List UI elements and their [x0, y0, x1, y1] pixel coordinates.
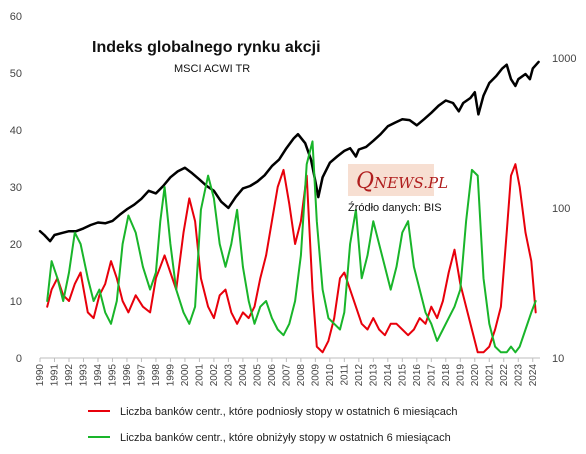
logo-background [348, 164, 434, 196]
legend-label-cuts: Liczba banków centr., które obniżyły sto… [120, 432, 451, 444]
x-tick-label-28: 2018 [441, 364, 452, 387]
x-tick-label-5: 1995 [107, 364, 118, 387]
left-tick-label-6: 60 [10, 11, 22, 23]
left-tick-label-2: 20 [10, 239, 22, 251]
left-tick-label-0: 0 [16, 353, 22, 365]
x-tick-label-16: 2006 [267, 364, 278, 387]
rate-hikes-line [46, 163, 537, 354]
chart-title: Indeks globalnego rynku akcji [92, 39, 321, 56]
left-tick-label-1: 10 [10, 296, 22, 308]
rate-cuts-line [46, 140, 537, 354]
x-tick-label-9: 1999 [165, 364, 176, 387]
x-tick-label-27: 2017 [426, 364, 437, 387]
left-axis-ticks: 0 10 20 30 40 50 60 [10, 11, 22, 365]
x-tick-label-14: 2004 [238, 364, 249, 387]
series-layer [38, 60, 540, 354]
right-tick-label-0: 10 [552, 353, 564, 365]
x-tick-label-12: 2002 [209, 364, 220, 387]
x-tick-label-30: 2020 [470, 364, 481, 387]
x-tick-label-10: 2000 [180, 364, 191, 387]
x-tick-label-1: 1991 [49, 364, 60, 387]
right-axis-ticks: 10 100 1000 [552, 53, 576, 365]
x-tick-label-26: 2016 [412, 364, 423, 387]
x-tick-label-3: 1993 [78, 364, 89, 387]
index-line [38, 60, 540, 243]
right-tick-label-1: 100 [552, 203, 570, 215]
source-note: Źródło danych: BIS [348, 201, 442, 214]
x-tick-label-0: 1990 [35, 364, 46, 387]
x-tick-label-25: 2015 [397, 364, 408, 387]
logo-rest: NEWS.PL [373, 174, 448, 192]
x-tick-label-13: 2003 [223, 364, 234, 387]
x-tick-label-29: 2019 [455, 364, 466, 387]
x-tick-label-34: 2024 [528, 364, 539, 387]
x-tick-label-17: 2007 [281, 364, 292, 387]
right-tick-label-2: 1000 [552, 53, 576, 65]
x-tick-label-8: 1998 [151, 364, 162, 387]
x-tick-label-19: 2009 [310, 364, 321, 387]
x-tick-label-32: 2022 [499, 364, 510, 387]
x-tick-label-7: 1997 [136, 364, 147, 387]
x-tick-label-22: 2012 [354, 364, 365, 387]
x-tick-label-21: 2011 [339, 364, 350, 386]
x-tick-label-20: 2010 [325, 364, 336, 387]
x-tick-label-15: 2005 [252, 364, 263, 387]
x-tick-label-31: 2021 [484, 364, 495, 387]
legend-label-hikes: Liczba banków centr., które podniosły st… [120, 406, 458, 418]
x-tick-label-18: 2008 [296, 364, 307, 387]
x-axis-ticks: 1990 1991 1992 1993 1994 1995 1996 1997 1998 1999… [35, 358, 539, 386]
left-tick-label-3: 30 [10, 182, 22, 194]
x-tick-label-24: 2014 [383, 364, 394, 387]
x-tick-label-4: 1994 [93, 364, 104, 387]
x-tick-label-33: 2023 [513, 364, 524, 387]
logo-q: Q [356, 169, 374, 194]
x-tick-label-11: 2001 [194, 364, 205, 387]
logo: QNEWS.PL [356, 169, 448, 194]
x-tick-label-2: 1992 [64, 364, 75, 387]
left-tick-label-4: 40 [10, 125, 22, 137]
chart-subtitle: MSCI ACWI TR [174, 63, 250, 75]
x-tick-label-6: 1996 [122, 364, 133, 387]
x-tick-label-23: 2013 [368, 364, 379, 387]
left-tick-label-5: 50 [10, 68, 22, 80]
